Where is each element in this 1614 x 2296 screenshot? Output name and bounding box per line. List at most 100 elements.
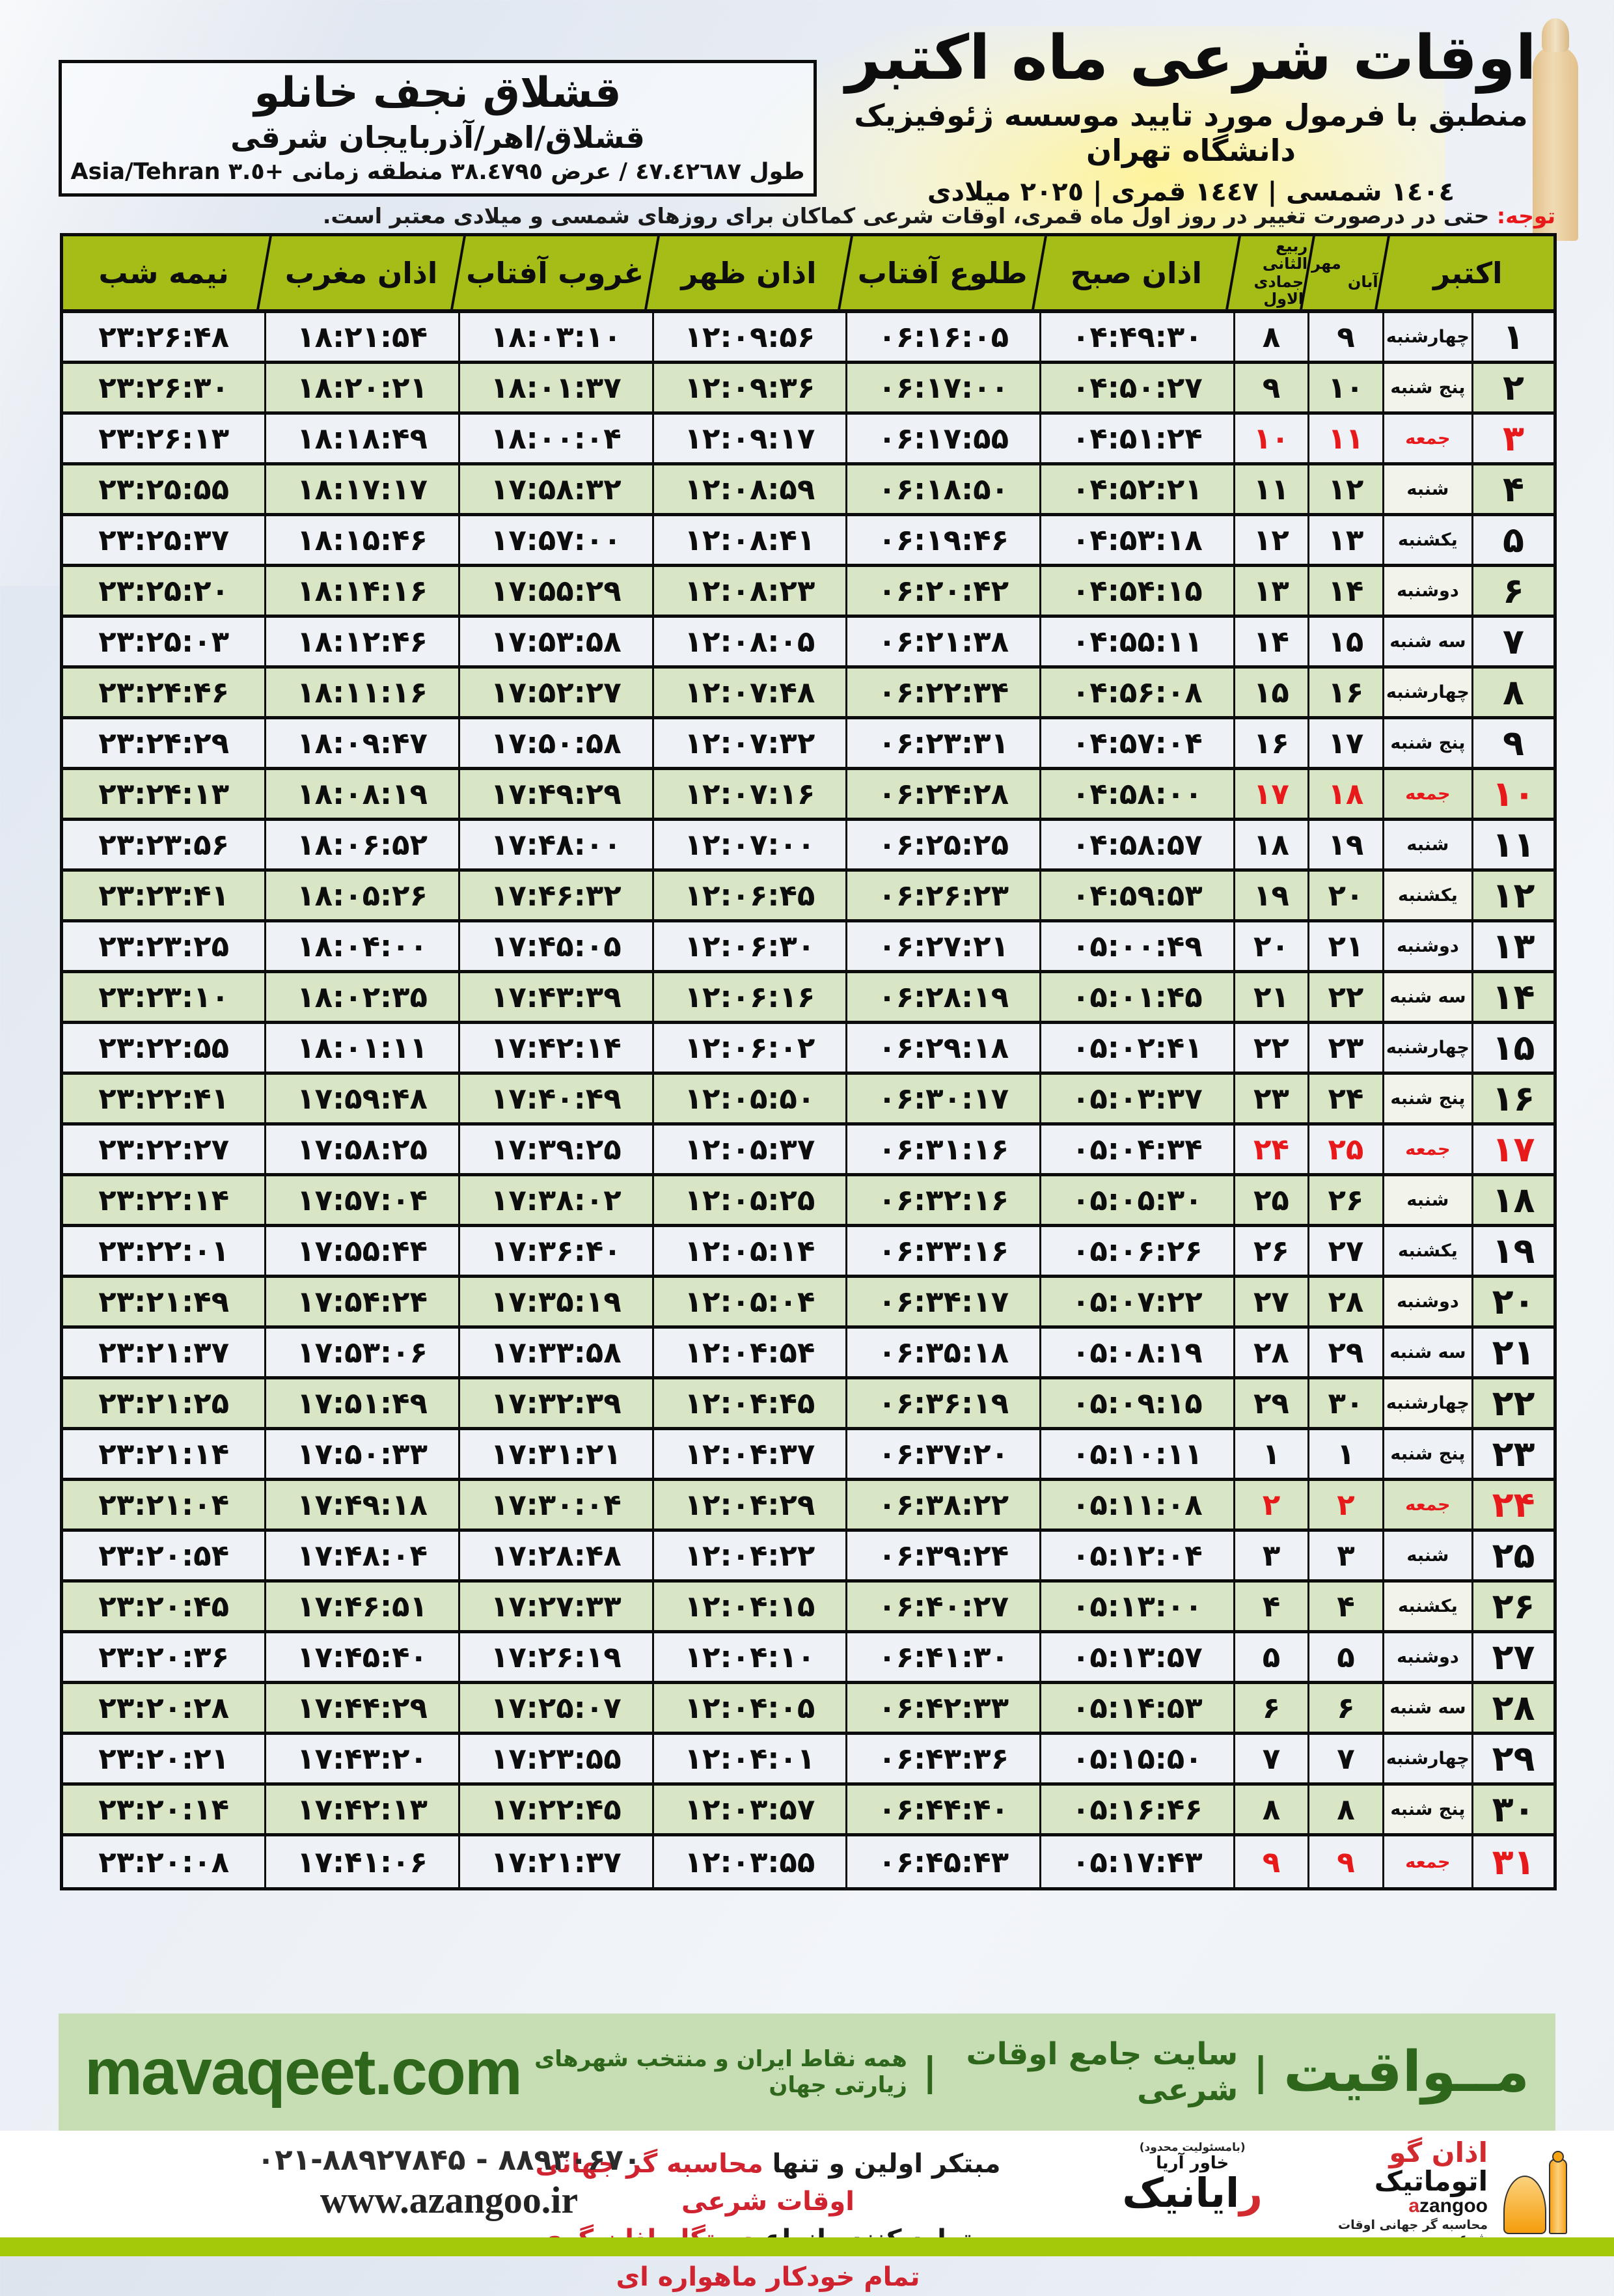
midnight-time: ۲۳:۲۵:۵۵ bbox=[98, 472, 230, 506]
weekday-name: جمعه bbox=[1382, 1836, 1471, 1887]
dhuhr-time: ۱۲:۰۳:۵۷ bbox=[651, 1786, 846, 1833]
azangoo-url: www.azangoo.ir bbox=[320, 2179, 579, 2221]
sunset-time: ۱۷:۴۰:۴۹ bbox=[458, 1075, 652, 1122]
sunset-time: ۱۷:۳۲:۳۹ bbox=[458, 1379, 652, 1427]
weekday-name: چهارشنبه bbox=[1382, 1735, 1471, 1782]
fajr-time: ۰۵:۰۴:۳۴ bbox=[1039, 1126, 1233, 1173]
mavaqeet-brand: مــواقیت bbox=[1283, 2040, 1529, 2105]
fajr-time: ۰۵:۱۰:۱۱ bbox=[1039, 1430, 1233, 1478]
rayanik-name-rest: ایانیک bbox=[1122, 2169, 1240, 2217]
october-day: ۱۰ bbox=[1471, 770, 1553, 818]
sunset-time: ۱۷:۴۶:۳۲ bbox=[458, 872, 652, 919]
sunrise-time: ۰۶:۲۶:۲۳ bbox=[845, 872, 1039, 919]
fajr-time: ۰۵:۰۷:۲۲ bbox=[1039, 1278, 1233, 1325]
azangoo-latin: azangoo bbox=[1408, 2196, 1488, 2217]
sunrise-time: ۰۶:۴۳:۳۶ bbox=[845, 1735, 1039, 1782]
mehr-aban-day: ۲۶ bbox=[1307, 1176, 1382, 1224]
calendar-years: ١٤٠٤ شمسی | ١٤٤٧ قمری | ٢٠٢٥ میلادی bbox=[927, 177, 1455, 208]
sunset-time: ۱۷:۲۷:۳۳ bbox=[458, 1583, 652, 1630]
sunrise-time: ۰۶:۲۸:۱۹ bbox=[845, 973, 1039, 1021]
sunrise-time: ۰۶:۱۷:۵۵ bbox=[845, 415, 1039, 462]
sunset-time: ۱۷:۵۰:۵۸ bbox=[458, 719, 652, 767]
azangoo-latin-accent: a bbox=[1408, 2195, 1419, 2217]
dhuhr-time: ۱۲:۰۹:۱۷ bbox=[651, 415, 846, 462]
october-day: ۲۸ bbox=[1471, 1684, 1553, 1732]
maghrib-time: ۱۷:۴۲:۱۳ bbox=[264, 1786, 458, 1833]
fajr-time: ۰۴:۵۱:۲۴ bbox=[1039, 415, 1233, 462]
weekday-name: پنج شنبه bbox=[1382, 364, 1472, 411]
hijri-day: ۲۸ bbox=[1233, 1329, 1308, 1376]
mehr-aban-day: ۱۵ bbox=[1307, 618, 1382, 665]
october-day: ۵ bbox=[1471, 516, 1553, 564]
maghrib-time: ۱۸:۲۰:۲۱ bbox=[264, 364, 458, 411]
weekday-name: یکشنبه bbox=[1382, 1227, 1471, 1275]
hijri-day: ۲۲ bbox=[1233, 1024, 1308, 1072]
column-header-fajr: اذان صبح bbox=[1039, 236, 1233, 309]
weekday-name: شنبه bbox=[1382, 1176, 1472, 1224]
title-block: اوقات شرعی ماه اکتبر منطبق با فرمول مورد… bbox=[827, 23, 1555, 207]
table-row: ۱۹ یکشنبه ۲۷ ۲۶ ۰۵:۰۶:۲۶ ۰۶:۳۳:۱۶ ۱۲:۰۵:۱۴ ۱۷:۳… bbox=[63, 1227, 1553, 1278]
midnight-time: ۲۳:۲۰:۴۵ bbox=[98, 1589, 230, 1624]
mehr-aban-day: ۴ bbox=[1307, 1583, 1382, 1630]
hijri-day: ۳ bbox=[1233, 1532, 1308, 1579]
mavaqeet-band: مــواقیت | سایت جامع اوقات شرعی | همه نق… bbox=[59, 2013, 1555, 2131]
table-row: ۲۱ سه شنبه ۲۹ ۲۸ ۰۵:۰۸:۱۹ ۰۶:۳۵:۱۸ ۱۲:۰۴:۵۴ ۱۷:… bbox=[63, 1329, 1553, 1379]
fajr-time: ۰۵:۰۵:۳۰ bbox=[1039, 1176, 1233, 1224]
midnight-time: ۲۳:۲۲:۲۷ bbox=[98, 1132, 230, 1167]
hijri-day: ۹ bbox=[1233, 1836, 1308, 1887]
hijri-day: ۱۰ bbox=[1233, 415, 1308, 462]
midnight-time: ۲۳:۲۵:۲۰ bbox=[98, 574, 230, 608]
column-header-rabi-jumada: ربیع الثانی جمادی الاول bbox=[1233, 236, 1307, 309]
table-row: ۳۱ جمعه ۹ ۹ ۰۵:۱۷:۴۳ ۰۶:۴۵:۴۳ ۱۲:۰۳:۵۵ ۱۷:۲۱:۳۷… bbox=[63, 1836, 1553, 1887]
october-day: ۲۴ bbox=[1471, 1481, 1553, 1528]
maghrib-time: ۱۸:۱۱:۱۶ bbox=[264, 669, 458, 716]
maghrib-time: ۱۸:۰۱:۱۱ bbox=[264, 1024, 458, 1072]
october-day: ۱۲ bbox=[1471, 872, 1553, 919]
sunrise-time: ۰۶:۳۱:۱۶ bbox=[845, 1126, 1039, 1173]
table-row: ۳ جمعه ۱۱ ۱۰ ۰۴:۵۱:۲۴ ۰۶:۱۷:۵۵ ۱۲:۰۹:۱۷ ۱۸:۰۰:۰… bbox=[63, 415, 1553, 465]
weekday-name: دوشنبه bbox=[1382, 1278, 1472, 1325]
october-day: ۶ bbox=[1471, 567, 1553, 615]
dhuhr-time: ۱۲:۰۵:۰۴ bbox=[651, 1278, 846, 1325]
dhuhr-time: ۱۲:۰۸:۰۵ bbox=[651, 618, 846, 665]
dhuhr-time: ۱۲:۰۴:۱۰ bbox=[651, 1633, 846, 1681]
midnight-time: ۲۳:۲۱:۴۹ bbox=[98, 1284, 230, 1319]
mehr-aban-day: ۱۶ bbox=[1307, 669, 1382, 716]
contact-block: ۰۲۱-۸۸۹۲۷۸۴۵ - ۸۸۹۳۰۶۷۰ www.azangoo.ir bbox=[215, 2142, 683, 2222]
midnight-time: ۲۳:۲۱:۳۷ bbox=[98, 1335, 230, 1370]
maghrib-time: ۱۸:۰۹:۴۷ bbox=[264, 719, 458, 767]
maghrib-time: ۱۸:۰۵:۲۶ bbox=[264, 872, 458, 919]
hijri-day: ۱۸ bbox=[1233, 821, 1308, 868]
dhuhr-time: ۱۲:۰۹:۳۶ bbox=[651, 364, 846, 411]
azangoo-logo: اذان گو اتوماتیک azangoo محاسبه گر جهانی… bbox=[1334, 2138, 1568, 2245]
october-day: ۲۲ bbox=[1471, 1379, 1553, 1427]
location-coordinates: طول ٤٧.٤٢٦٨٧ / عرض ٣٨.٤٧٩٥ منطقه زمانی +… bbox=[70, 158, 805, 185]
table-row: ۹ پنج شنبه ۱۷ ۱۶ ۰۴:۵۷:۰۴ ۰۶:۲۳:۳۱ ۱۲:۰۷:۳۲ ۱۷:… bbox=[63, 719, 1553, 770]
weekday-name: یکشنبه bbox=[1382, 872, 1472, 919]
sunset-time: ۱۷:۴۹:۲۹ bbox=[458, 770, 652, 818]
dhuhr-time: ۱۲:۰۴:۲۲ bbox=[651, 1532, 846, 1579]
hijri-day: ۷ bbox=[1233, 1735, 1308, 1782]
midnight-time: ۲۳:۲۰:۵۴ bbox=[98, 1538, 230, 1573]
sunset-time: ۱۷:۴۸:۰۰ bbox=[458, 821, 652, 868]
fajr-time: ۰۴:۵۶:۰۸ bbox=[1039, 669, 1233, 716]
azangoo-latin-rest: zangoo bbox=[1419, 2195, 1488, 2217]
sunrise-time: ۰۶:۲۱:۳۸ bbox=[845, 618, 1039, 665]
hijri-day: ۲۷ bbox=[1233, 1278, 1308, 1325]
october-day: ۱۹ bbox=[1471, 1227, 1553, 1275]
mehr-aban-day: ۱۳ bbox=[1307, 516, 1382, 564]
minaret-decor bbox=[1533, 18, 1578, 241]
dhuhr-time: ۱۲:۰۷:۴۸ bbox=[651, 669, 846, 716]
october-day: ۲۹ bbox=[1471, 1735, 1553, 1782]
weekday-name: پنج شنبه bbox=[1382, 1075, 1472, 1122]
dhuhr-time: ۱۲:۰۶:۴۵ bbox=[651, 872, 846, 919]
dhuhr-time: ۱۲:۰۶:۳۰ bbox=[651, 922, 846, 970]
october-day: ۸ bbox=[1471, 669, 1553, 716]
sunset-time: ۱۸:۰۳:۱۰ bbox=[458, 313, 652, 361]
maghrib-time: ۱۸:۱۵:۴۶ bbox=[264, 516, 458, 564]
mehr-aban-day: ۱۲ bbox=[1307, 465, 1382, 513]
footer-line-2: و تولید کننده انواع دستگاه اذان گوی تمام… bbox=[508, 2220, 1028, 2296]
sunrise-time: ۰۶:۳۳:۱۶ bbox=[845, 1227, 1039, 1275]
sunrise-time: ۰۶:۱۹:۴۶ bbox=[845, 516, 1039, 564]
weekday-name: جمعه bbox=[1382, 1126, 1471, 1173]
